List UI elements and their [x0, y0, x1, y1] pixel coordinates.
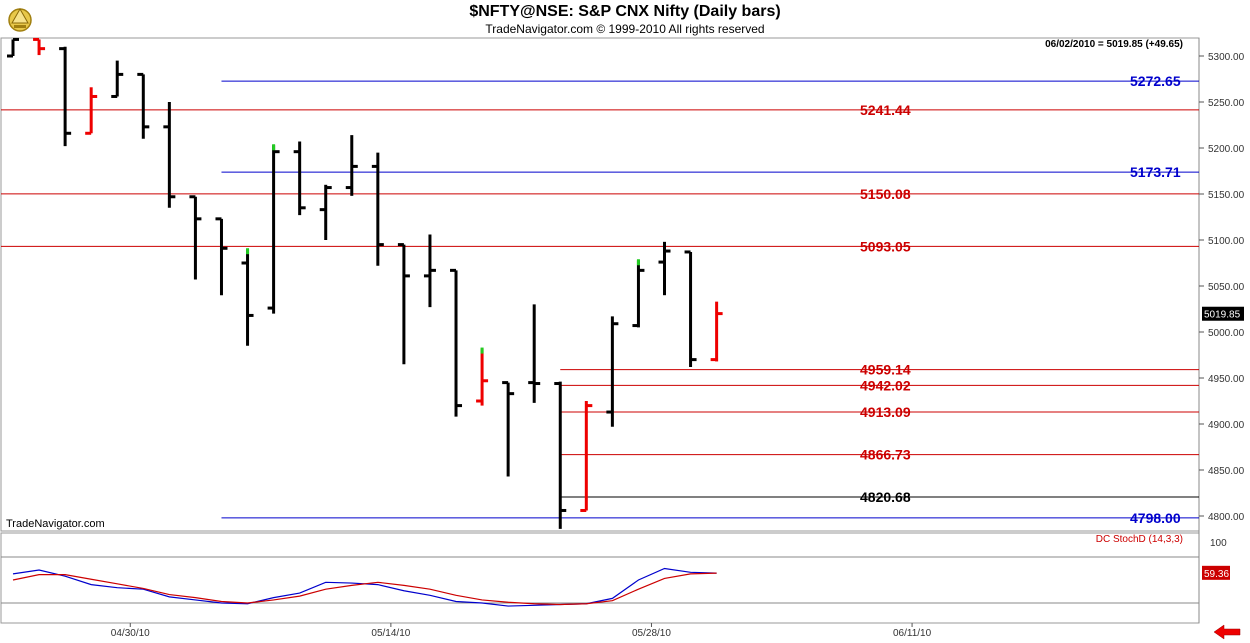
y-tick-label: 4900.00 [1208, 420, 1245, 431]
chart-title: $NFTY@NSE: S&P CNX Nifty (Daily bars) [469, 3, 781, 20]
x-tick-label: 04/30/10 [111, 628, 150, 639]
price-panel-frame [0, 37, 1200, 532]
y-tick-label: 4950.00 [1208, 374, 1245, 385]
level-label: 4798.00 [1130, 510, 1181, 526]
y-tick-label: 5300.00 [1208, 52, 1245, 63]
stoch-y-tick-label: 100 [1210, 538, 1227, 549]
stoch-last-value-label: 59.36 [1204, 569, 1229, 580]
watermark: TradeNavigator.com [6, 518, 105, 530]
level-label: 5272.65 [1130, 73, 1181, 89]
chart-copyright: TradeNavigator.com © 1999-2010 All right… [485, 22, 765, 36]
x-tick-label: 05/14/10 [371, 628, 410, 639]
stoch-last-value-box [1202, 565, 1230, 580]
x-tick-label: 05/28/10 [632, 628, 671, 639]
y-tick-label: 5150.00 [1208, 190, 1245, 201]
logo-icon [8, 7, 32, 32]
level-label: 4959.14 [860, 362, 911, 378]
y-tick-label: 5050.00 [1208, 282, 1245, 293]
level-label: 4942.02 [860, 377, 911, 393]
last-value-label: 5019.85 [1204, 310, 1241, 321]
level-label: 5173.71 [1130, 164, 1181, 180]
y-tick-label: 5100.00 [1208, 236, 1245, 247]
y-tick-label: 5250.00 [1208, 98, 1245, 109]
x-tick-label: 06/11/10 [893, 628, 932, 639]
stoch-title: DC StochD (14,3,3) [1096, 534, 1183, 545]
y-tick-label: 4850.00 [1208, 466, 1245, 477]
level-label: 5093.05 [860, 238, 911, 254]
level-label: 4913.09 [860, 404, 911, 420]
level-label: 5150.08 [860, 186, 911, 202]
y-tick-label: 5000.00 [1208, 328, 1245, 339]
y-tick-label: 4800.00 [1208, 512, 1245, 523]
level-label: 5241.44 [860, 102, 911, 118]
level-label: 4820.68 [860, 489, 911, 505]
level-label: 4866.73 [860, 447, 911, 463]
last-value-box [1202, 306, 1244, 321]
stoch-series-d [12, 572, 717, 606]
stoch-panel-frame [0, 532, 1200, 624]
y-tick-label: 5200.00 [1208, 144, 1245, 155]
last-info: 06/02/2010 = 5019.85 (+49.65) [1045, 39, 1183, 50]
scroll-left-arrow-icon [1213, 624, 1241, 640]
